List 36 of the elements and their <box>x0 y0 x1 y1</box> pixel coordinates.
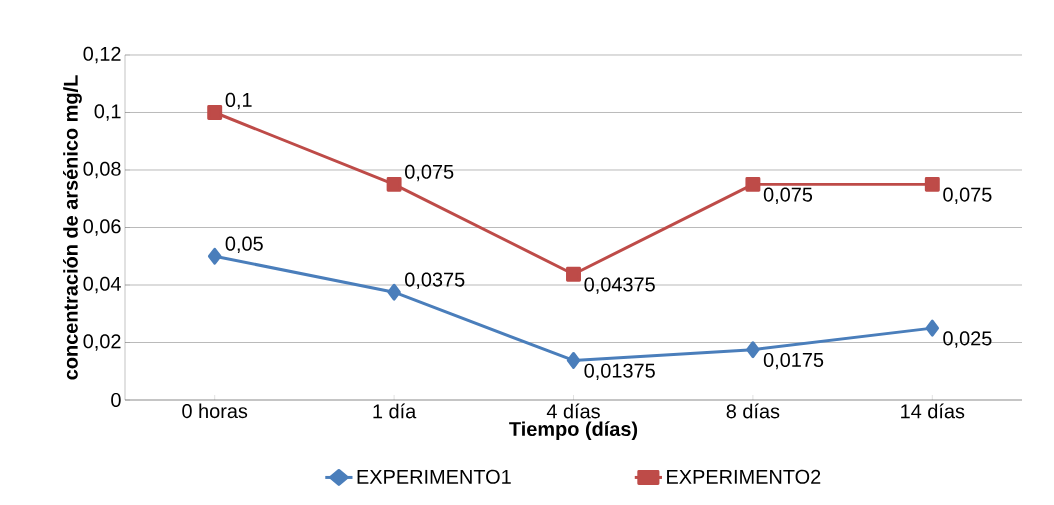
data-label: 0,05 <box>225 236 263 254</box>
data-label: 0,025 <box>943 331 992 348</box>
x-axis-title: Tiempo (días) <box>509 421 638 440</box>
y-tick-label: 0 <box>111 392 121 408</box>
point <box>925 319 940 337</box>
point <box>566 266 581 282</box>
data-label: 0,1 <box>225 92 252 110</box>
y-axis-title: concentración de arsénico mg/L <box>63 75 82 380</box>
data-label: 0,075 <box>763 187 813 205</box>
point <box>566 352 581 369</box>
x-tick-label: 8 días <box>726 403 780 419</box>
y-tick-label: 0,06 <box>83 219 121 236</box>
point <box>745 176 761 192</box>
data-label: 0,01375 <box>584 363 655 381</box>
data-label: 0,0375 <box>405 272 465 289</box>
y-tick-label: 0,02 <box>83 334 121 351</box>
legend-label: EXPERIMENTO1 <box>357 469 511 484</box>
x-tick-label: 4 días <box>546 403 600 419</box>
point <box>207 247 222 265</box>
y-tick-label: 0,1 <box>94 104 121 121</box>
y-tick-label: 0,04 <box>83 276 121 294</box>
x-tick-label: 1 día <box>373 403 417 419</box>
x-tick-label: 0 horas <box>182 403 248 419</box>
legend-label: EXPERIMENTO2 <box>667 469 821 484</box>
point <box>924 176 940 192</box>
y-tick-label: 0,12 <box>83 46 121 64</box>
data-label: 0,075 <box>405 164 454 182</box>
data-label: 0,0175 <box>763 352 824 370</box>
point <box>386 176 402 192</box>
data-label: 0,075 <box>943 187 992 205</box>
y-tick-label: 0,08 <box>83 161 121 179</box>
point <box>746 341 760 359</box>
point <box>387 283 401 301</box>
point <box>207 105 223 120</box>
data-label: 0,04375 <box>584 277 655 294</box>
x-tick-label: 14 días <box>901 403 965 419</box>
